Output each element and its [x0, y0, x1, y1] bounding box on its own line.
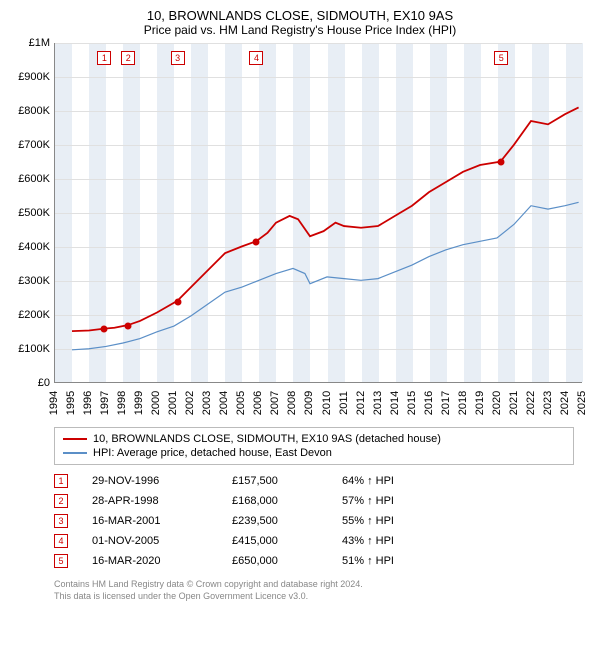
x-tick-label: 2000: [150, 391, 162, 415]
legend-label: HPI: Average price, detached house, East…: [93, 447, 332, 459]
legend-item-property: 10, BROWNLANDS CLOSE, SIDMOUTH, EX10 9AS…: [63, 432, 565, 446]
x-tick-label: 2020: [491, 391, 503, 415]
footer-line: This data is licensed under the Open Gov…: [54, 591, 590, 603]
sale-marker-dot: [101, 326, 108, 333]
legend-item-hpi: HPI: Average price, detached house, East…: [63, 446, 565, 460]
sale-diff: 51% ↑ HPI: [342, 555, 574, 567]
x-tick-label: 2009: [303, 391, 315, 415]
legend-line-icon: [63, 452, 87, 454]
y-tick-label: £400K: [18, 241, 50, 253]
chart-area: £0 £100K £200K £300K £400K £500K £600K £700K £80…: [10, 43, 590, 423]
sale-marker-dot: [253, 238, 260, 245]
sale-marker-dot: [125, 322, 132, 329]
x-tick-label: 1998: [116, 391, 128, 415]
x-tick-label: 2016: [423, 391, 435, 415]
legend-line-icon: [63, 438, 87, 440]
sales-row: 4 01-NOV-2005£415,00043% ↑ HPI: [54, 531, 574, 551]
sales-row: 1 29-NOV-1996£157,50064% ↑ HPI: [54, 471, 574, 491]
x-tick-label: 1997: [99, 391, 111, 415]
x-tick-label: 2013: [372, 391, 384, 415]
sale-diff: 57% ↑ HPI: [342, 495, 574, 507]
sale-index-box: 5: [54, 554, 68, 568]
sale-date: 16-MAR-2001: [92, 515, 232, 527]
sale-marker-box: 4: [249, 51, 263, 65]
sales-row: 2 28-APR-1998£168,00057% ↑ HPI: [54, 491, 574, 511]
x-tick-label: 2025: [576, 391, 588, 415]
x-tick-label: 2021: [508, 391, 520, 415]
y-tick-label: £100K: [18, 343, 50, 355]
sale-diff: 64% ↑ HPI: [342, 475, 574, 487]
x-tick-label: 1999: [133, 391, 145, 415]
legend: 10, BROWNLANDS CLOSE, SIDMOUTH, EX10 9AS…: [54, 427, 574, 465]
sale-index-box: 1: [54, 474, 68, 488]
line-series: [55, 43, 582, 382]
sale-date: 01-NOV-2005: [92, 535, 232, 547]
y-tick-label: £1M: [29, 37, 50, 49]
x-tick-label: 2007: [269, 391, 281, 415]
x-tick-label: 1996: [82, 391, 94, 415]
sale-index-box: 3: [54, 514, 68, 528]
y-axis: £0£100K£200K£300K£400K£500K£600K£700K£80…: [10, 43, 54, 383]
sale-marker-dot: [174, 298, 181, 305]
sales-row: 3 16-MAR-2001£239,50055% ↑ HPI: [54, 511, 574, 531]
x-tick-label: 1994: [48, 391, 60, 415]
chart-container: 10, BROWNLANDS CLOSE, SIDMOUTH, EX10 9AS…: [0, 0, 600, 610]
x-axis: 1994199519961997199819992000200120022003…: [54, 383, 582, 423]
y-tick-label: £800K: [18, 105, 50, 117]
x-tick-label: 2010: [321, 391, 333, 415]
x-tick-label: 2003: [201, 391, 213, 415]
x-tick-label: 2014: [389, 391, 401, 415]
footer-line: Contains HM Land Registry data © Crown c…: [54, 579, 590, 591]
y-tick-label: £900K: [18, 71, 50, 83]
sale-diff: 55% ↑ HPI: [342, 515, 574, 527]
series-property: [72, 107, 579, 331]
chart-subtitle: Price paid vs. HM Land Registry's House …: [10, 23, 590, 37]
x-tick-label: 2018: [457, 391, 469, 415]
x-tick-label: 2002: [184, 391, 196, 415]
x-tick-label: 2006: [252, 391, 264, 415]
x-tick-label: 2022: [525, 391, 537, 415]
x-tick-label: 2004: [218, 391, 230, 415]
y-tick-label: £500K: [18, 207, 50, 219]
sale-date: 29-NOV-1996: [92, 475, 232, 487]
sale-marker-dot: [498, 159, 505, 166]
sale-marker-box: 5: [494, 51, 508, 65]
x-tick-label: 2023: [542, 391, 554, 415]
sale-price: £157,500: [232, 475, 342, 487]
sale-index-box: 4: [54, 534, 68, 548]
sales-row: 5 16-MAR-2020£650,00051% ↑ HPI: [54, 551, 574, 571]
x-tick-label: 2019: [474, 391, 486, 415]
x-tick-label: 2012: [355, 391, 367, 415]
sale-price: £239,500: [232, 515, 342, 527]
chart-title: 10, BROWNLANDS CLOSE, SIDMOUTH, EX10 9AS: [10, 8, 590, 23]
sale-marker-box: 2: [121, 51, 135, 65]
sale-date: 16-MAR-2020: [92, 555, 232, 567]
y-tick-label: £300K: [18, 275, 50, 287]
sale-date: 28-APR-1998: [92, 495, 232, 507]
sale-diff: 43% ↑ HPI: [342, 535, 574, 547]
y-tick-label: £200K: [18, 309, 50, 321]
sale-index-box: 2: [54, 494, 68, 508]
sale-price: £168,000: [232, 495, 342, 507]
y-tick-label: £0: [38, 377, 50, 389]
y-tick-label: £600K: [18, 173, 50, 185]
sale-price: £650,000: [232, 555, 342, 567]
x-tick-label: 2001: [167, 391, 179, 415]
x-tick-label: 1995: [65, 391, 77, 415]
footer-attribution: Contains HM Land Registry data © Crown c…: [54, 579, 590, 602]
plot-area: 12 3 4 5: [54, 43, 582, 383]
y-tick-label: £700K: [18, 139, 50, 151]
sale-price: £415,000: [232, 535, 342, 547]
x-tick-label: 2005: [235, 391, 247, 415]
sale-marker-box: 3: [171, 51, 185, 65]
x-tick-label: 2008: [286, 391, 298, 415]
sales-table: 1 29-NOV-1996£157,50064% ↑ HPI 2 28-APR-199…: [54, 471, 574, 571]
sale-marker-box: 1: [97, 51, 111, 65]
series-hpi: [72, 202, 579, 349]
x-tick-label: 2024: [559, 391, 571, 415]
x-tick-label: 2017: [440, 391, 452, 415]
x-tick-label: 2011: [338, 391, 350, 415]
x-tick-label: 2015: [406, 391, 418, 415]
legend-label: 10, BROWNLANDS CLOSE, SIDMOUTH, EX10 9AS…: [93, 433, 441, 445]
